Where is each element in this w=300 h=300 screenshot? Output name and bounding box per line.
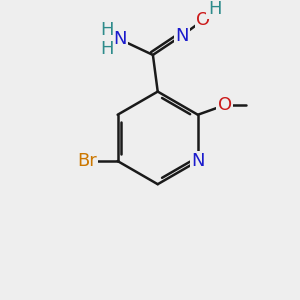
Text: Br: Br xyxy=(77,152,97,170)
Text: N: N xyxy=(113,31,127,49)
Text: H: H xyxy=(100,40,113,58)
Text: N: N xyxy=(175,27,189,45)
Text: O: O xyxy=(218,96,232,114)
Text: H: H xyxy=(100,21,113,39)
Text: N: N xyxy=(191,152,205,170)
Text: H: H xyxy=(208,0,221,18)
Text: O: O xyxy=(196,11,210,29)
